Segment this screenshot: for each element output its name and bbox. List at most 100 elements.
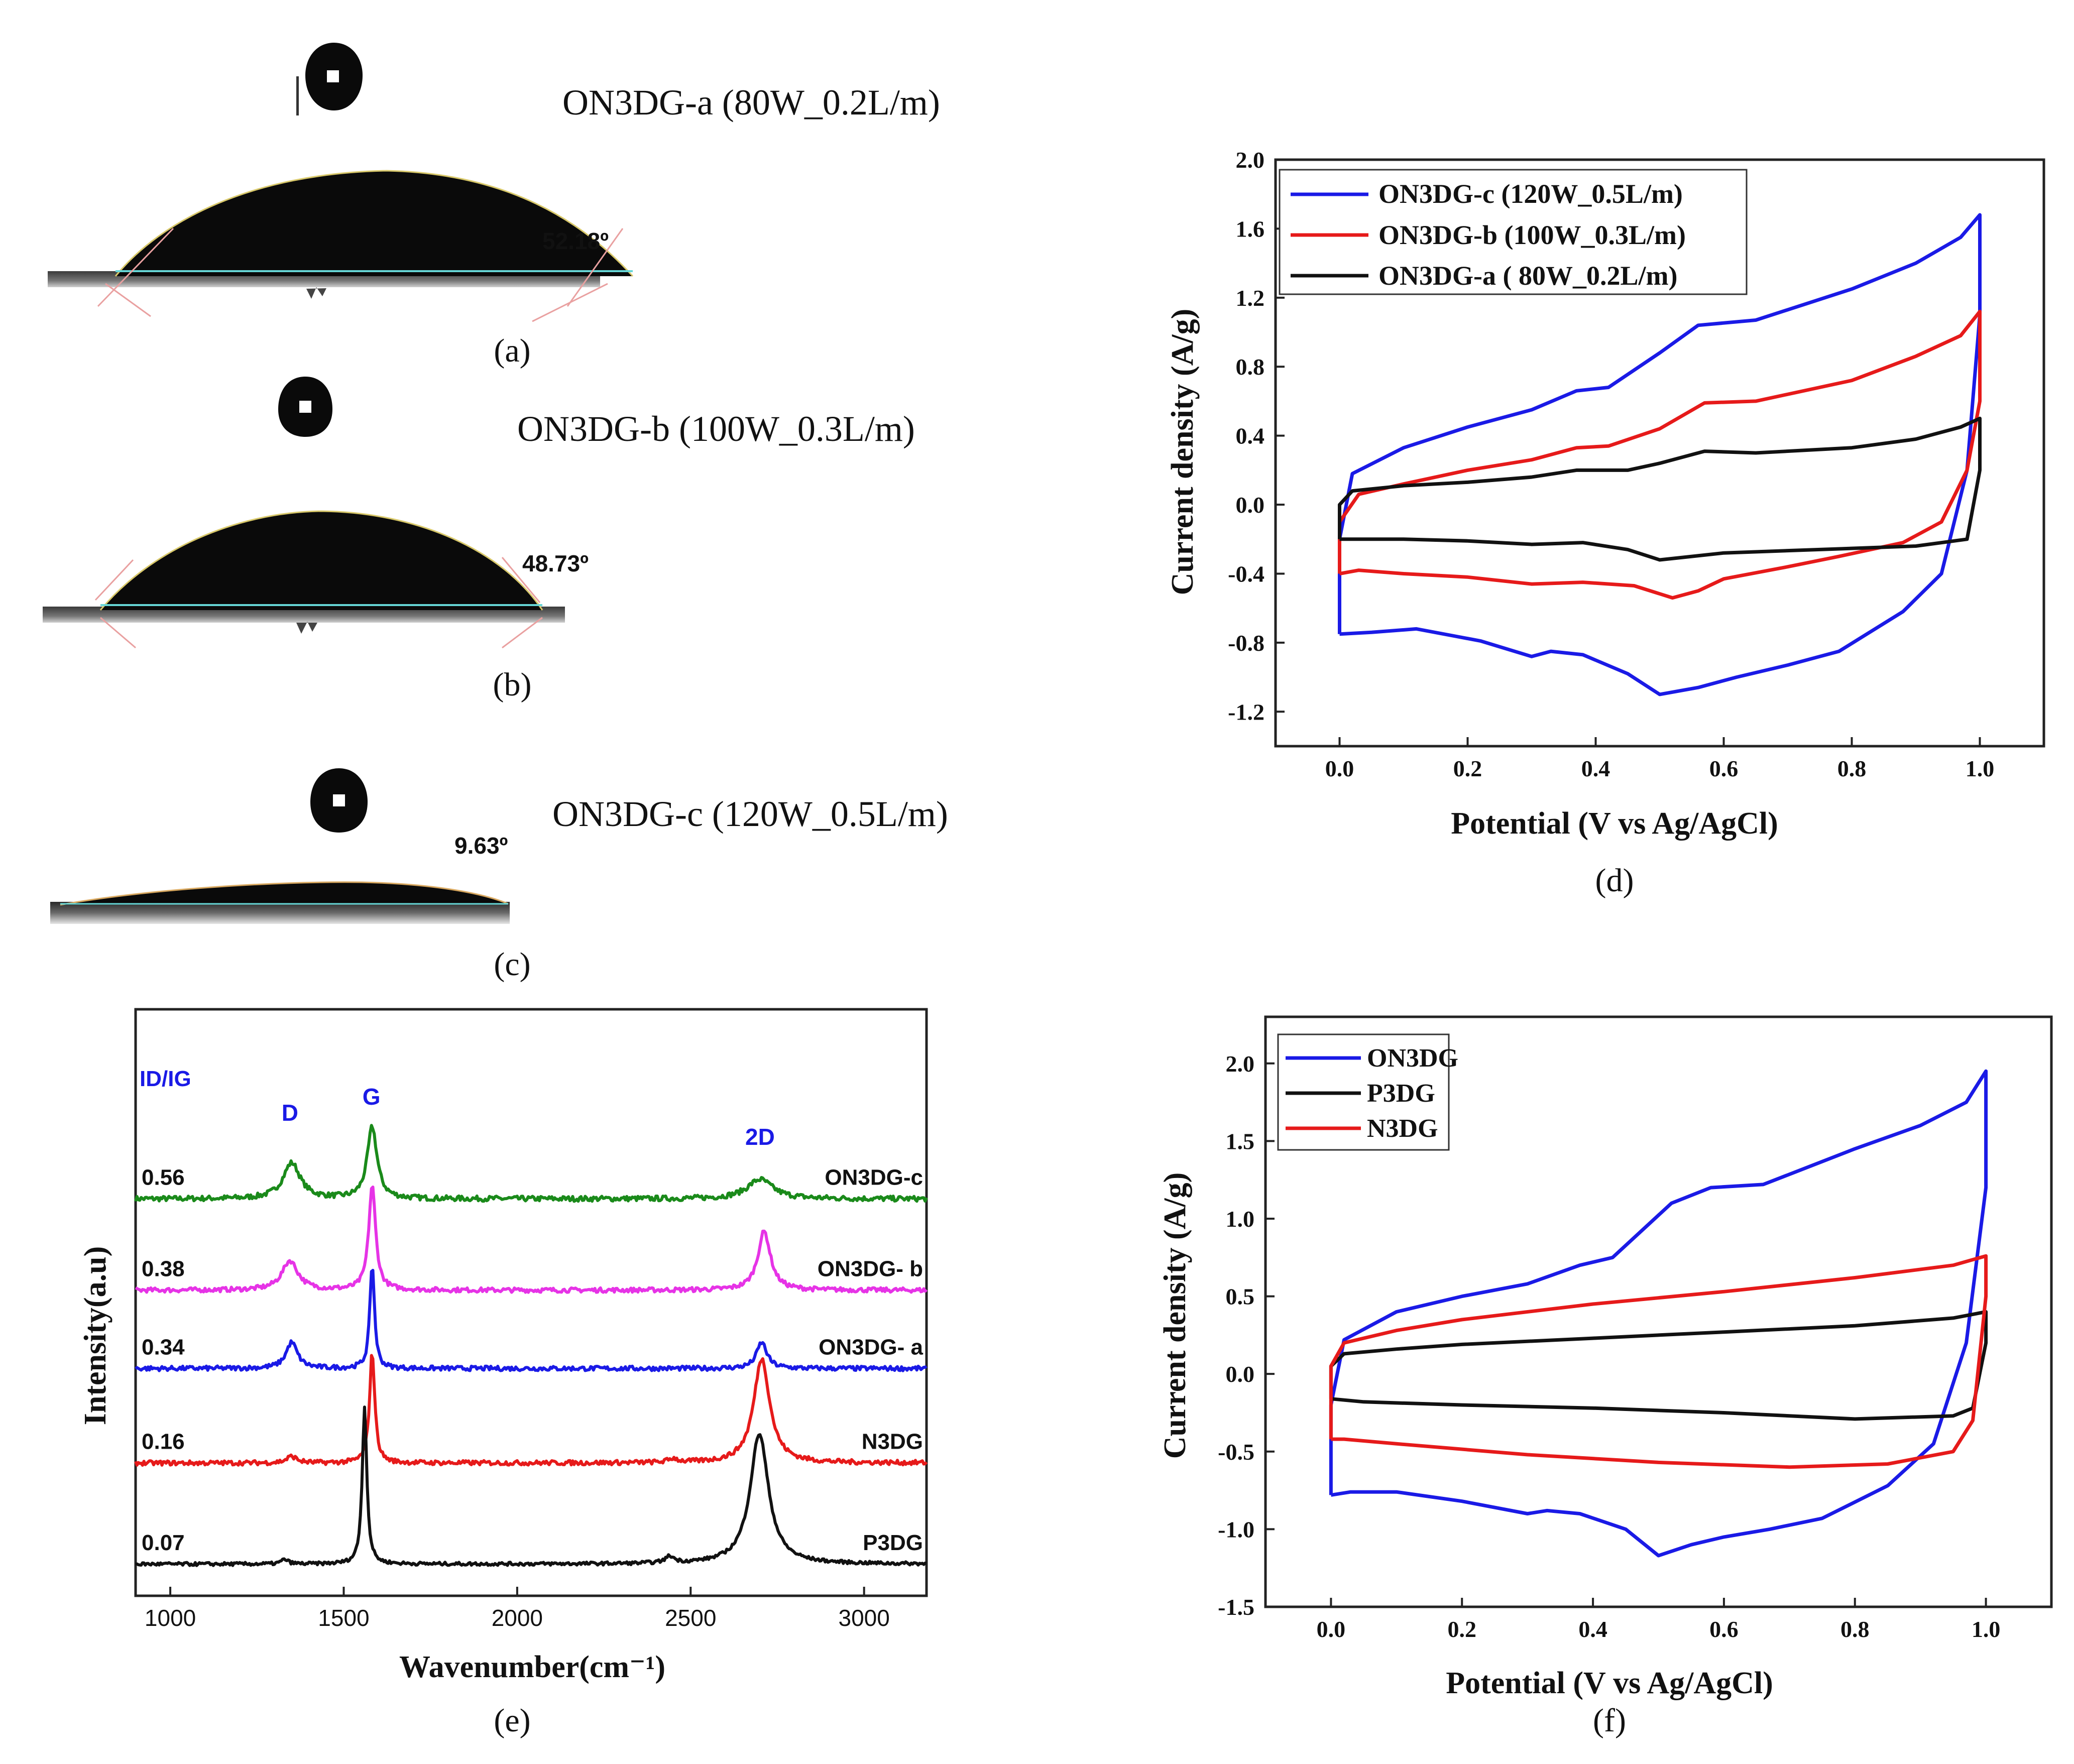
ratio-label: 0.16 xyxy=(142,1430,185,1454)
cv-curve-f-2 xyxy=(1329,1254,1988,1469)
panel-label-d: (d) xyxy=(1595,862,1634,899)
legend-label-f-2: N3DG xyxy=(1367,1114,1438,1143)
series-name-label: N3DG xyxy=(862,1430,923,1454)
panel-a: ON3DG-a (80W_0.2L/m) 52.18º (a) xyxy=(48,43,940,369)
panel-label-f: (f) xyxy=(1593,1702,1626,1739)
contact-angle-label-b: 48.73º xyxy=(522,550,589,576)
raman-spectrum-2 xyxy=(135,1268,928,1372)
series-name-label: P3DG xyxy=(863,1531,923,1555)
series-name-label: ON3DG- a xyxy=(819,1335,923,1359)
series-labels-e: 0.56 ON3DG-c 0.38 ON3DG- b 0.34 ON3DG- a 0.16 N… xyxy=(142,1165,924,1555)
sample-title-a: ON3DG-a (80W_0.2L/m) xyxy=(562,82,940,123)
x-tick-label: 0.6 xyxy=(1709,1616,1739,1642)
panel-b: ON3DG-b (100W_0.3L/m) 48.73º (b) xyxy=(43,377,915,703)
y-ticks-d: -1.2 -0.8 -0.4 0.0 0.4 0.8 1.2 1.6 2.0 xyxy=(1228,147,1285,725)
ratio-header-e: ID/IG xyxy=(140,1067,191,1091)
y-axis-label-e: Intensity(a.u) xyxy=(78,1246,112,1426)
y-ticks-f: -1.5 -1.0 -0.5 0.0 0.5 1.0 1.5 2.0 xyxy=(1218,1051,1275,1620)
y-tick-label: 0.4 xyxy=(1236,423,1265,449)
sample-title-c: ON3DG-c (120W_0.5L/m) xyxy=(552,794,948,834)
legend-label-d-2: ON3DG-a ( 80W_0.2L/m) xyxy=(1378,261,1677,291)
y-tick-label: 0.5 xyxy=(1226,1284,1255,1310)
cv-curve-d-1 xyxy=(1338,309,1982,600)
cv-curve-f-1 xyxy=(1329,1310,1988,1421)
series-f xyxy=(1329,1069,1988,1558)
pendant-drop-icon-a xyxy=(296,43,363,115)
legend-label-f-0: ON3DG xyxy=(1367,1044,1458,1073)
ratio-label: 0.07 xyxy=(142,1531,185,1555)
panel-d: -1.2 -0.8 -0.4 0.0 0.4 0.8 1.2 1.6 2.0 0.0 0.2 0.4… xyxy=(1166,147,2045,899)
x-tick-label: 0.2 xyxy=(1453,756,1482,781)
panel-label-a: (a) xyxy=(494,332,530,369)
raman-spectrum-1 xyxy=(135,1186,928,1294)
x-axis-label-f: Potential (V vs Ag/AgCl) xyxy=(1446,1666,1773,1700)
y-tick-label: 0.8 xyxy=(1236,354,1265,380)
cv-curve-d-2 xyxy=(1338,416,1982,562)
legend-label-d-0: ON3DG-c (120W_0.5L/m) xyxy=(1378,179,1683,209)
plot-frame-f xyxy=(1264,1015,2053,1608)
y-tick-label: 1.0 xyxy=(1226,1206,1255,1232)
x-tick-label: 0.6 xyxy=(1709,756,1739,781)
sessile-drop-image-a xyxy=(48,170,634,322)
sample-title-b: ON3DG-b (100W_0.3L/m) xyxy=(517,409,915,449)
x-tick-label: 0.4 xyxy=(1578,1616,1607,1642)
sessile-drop-image-c xyxy=(50,881,510,924)
plot-frame-d xyxy=(1274,158,2045,748)
raman-spectrum-3 xyxy=(134,1354,928,1467)
x-tick-label: 3000 xyxy=(838,1605,889,1631)
panel-label-c: (c) xyxy=(494,946,530,983)
series-name-label: ON3DG- b xyxy=(818,1257,923,1281)
series-name-label: ON3DG-c xyxy=(825,1165,923,1190)
ratio-label: 0.38 xyxy=(142,1257,185,1281)
x-tick-label: 0.0 xyxy=(1317,1616,1346,1642)
plot-frame-e xyxy=(134,1008,928,1597)
sessile-drop-image-b xyxy=(43,510,565,649)
x-tick-label: 1000 xyxy=(145,1605,196,1631)
y-tick-label: -0.5 xyxy=(1218,1439,1254,1465)
raman-spectrum-4 xyxy=(135,1405,927,1567)
y-tick-label: -0.8 xyxy=(1228,630,1264,656)
panel-label-b: (b) xyxy=(493,666,532,703)
x-ticks-d: 0.0 0.2 0.4 0.6 0.8 1.0 xyxy=(1325,737,1995,781)
x-tick-label: 2500 xyxy=(665,1605,716,1631)
panel-e: 1000 1500 2000 2500 3000 ID/IG D G 2D 0.56 ON… xyxy=(78,1008,928,1739)
panel-c: ON3DG-c (120W_0.5L/m) 9.63º (c) xyxy=(50,768,948,983)
y-tick-label: 0.0 xyxy=(1226,1361,1255,1387)
x-tick-label: 0.8 xyxy=(1840,1616,1870,1642)
y-tick-label: 2.0 xyxy=(1236,147,1265,173)
x-tick-label: 2000 xyxy=(492,1605,543,1631)
x-tick-label: 0.4 xyxy=(1581,756,1610,781)
x-tick-label: 1.0 xyxy=(1966,756,1995,781)
peak-label-d: D xyxy=(282,1100,298,1126)
pendant-drop-icon-c xyxy=(310,768,368,833)
y-tick-label: 0.0 xyxy=(1236,492,1265,518)
y-tick-label: 1.2 xyxy=(1236,285,1265,311)
cv-curve-f-0 xyxy=(1329,1069,1988,1558)
panel-label-e: (e) xyxy=(494,1702,530,1739)
y-tick-label: -0.4 xyxy=(1228,561,1264,586)
y-tick-label: -1.5 xyxy=(1218,1594,1254,1620)
legend-label-f-1: P3DG xyxy=(1367,1079,1435,1108)
x-tick-label: 1500 xyxy=(318,1605,369,1631)
x-tick-label: 0.2 xyxy=(1448,1616,1477,1642)
legend-label-d-1: ON3DG-b (100W_0.3L/m) xyxy=(1378,220,1686,250)
y-tick-label: 1.6 xyxy=(1236,216,1265,242)
ratio-label: 0.34 xyxy=(142,1335,185,1359)
peak-label-g: G xyxy=(363,1084,381,1110)
x-ticks-e: 1000 1500 2000 2500 3000 xyxy=(145,1587,890,1631)
cv-curve-d-0 xyxy=(1338,213,1982,696)
panel-f: -1.5 -1.0 -0.5 0.0 0.5 1.0 1.5 2.0 0.0 0.2 0.4 0.6… xyxy=(1158,1015,2053,1739)
x-ticks-f: 0.0 0.2 0.4 0.6 0.8 1.0 xyxy=(1317,1598,2000,1642)
y-axis-label-d: Current density (A/g) xyxy=(1166,309,1200,596)
y-axis-label-f: Current density (A/g) xyxy=(1158,1172,1192,1459)
x-axis-label-e: Wavenumber(cm⁻¹) xyxy=(399,1650,665,1684)
x-axis-label-d: Potential (V vs Ag/AgCl) xyxy=(1451,806,1778,841)
legend-d: ON3DG-c (120W_0.5L/m) ON3DG-b (100W_0.3L… xyxy=(1279,169,1748,295)
y-tick-label: 1.5 xyxy=(1226,1128,1255,1154)
peak-label-2d: 2D xyxy=(745,1124,775,1150)
x-tick-label: 0.8 xyxy=(1837,756,1867,781)
legend-f: ON3DG P3DG N3DG xyxy=(1277,1033,1458,1151)
series-e xyxy=(134,1124,928,1567)
contact-angle-label-a: 52.18º xyxy=(542,228,609,254)
